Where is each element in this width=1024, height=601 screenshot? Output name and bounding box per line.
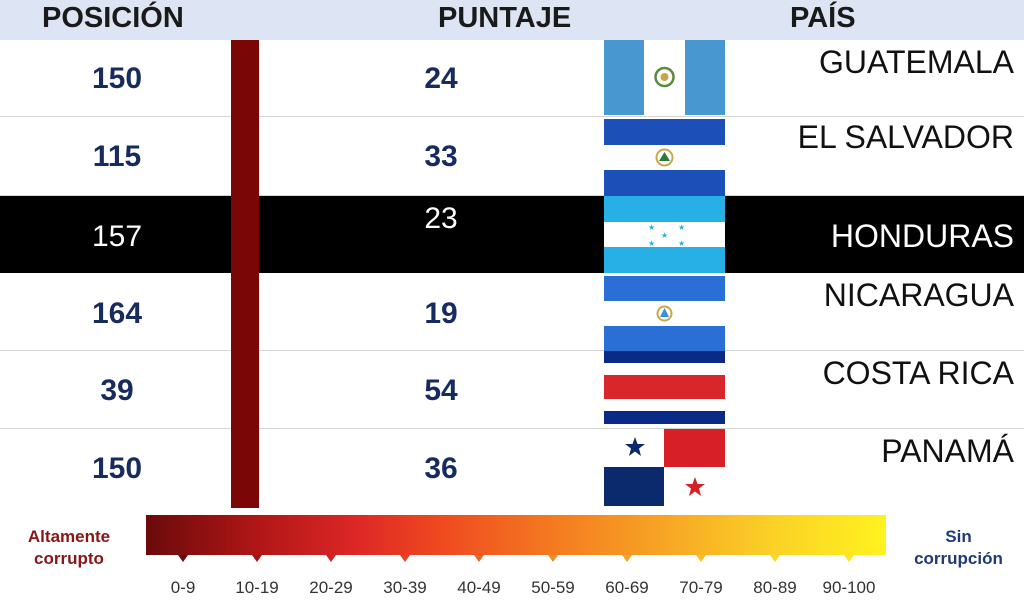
svg-text:★: ★ (678, 223, 685, 232)
svg-text:★: ★ (661, 231, 668, 240)
country-name: COSTA RICA (822, 355, 1014, 391)
legend-label-clean: Sin corrupción (893, 526, 1024, 570)
table-header: POSICIÓN PUNTAJE PAÍS (0, 0, 1024, 40)
guatemala-flag (604, 40, 725, 115)
legend-left-line-2: corrupto (34, 549, 104, 568)
position-value: 150 (91, 452, 143, 485)
position-value: 39 (100, 374, 134, 407)
score-value: 54 (424, 374, 458, 407)
table-row: 150 24 GUATEMALA (0, 40, 1024, 117)
header-position: POSICIÓN (42, 2, 184, 34)
scale-range-label: 20-29 (309, 578, 353, 597)
scale-range-label: 60-69 (605, 578, 649, 597)
legend-right-line-1: Sin (945, 527, 972, 546)
severity-bar (231, 40, 259, 508)
header-score: PUNTAJE (438, 2, 572, 34)
score-value: 19 (424, 297, 458, 330)
scale-tick-mark (400, 555, 410, 562)
country-name: HONDURAS (830, 218, 1014, 254)
table-row: 115 33 EL SALVADOR (0, 117, 1024, 196)
score-value: 36 (424, 452, 458, 485)
svg-text:★: ★ (648, 239, 655, 248)
scale-tick-mark (770, 555, 780, 562)
svg-text:★: ★ (648, 223, 655, 232)
legend-right-line-2: corrupción (914, 549, 1003, 568)
scale-range-label: 90-100 (822, 578, 876, 597)
position-value: 164 (91, 297, 143, 330)
nicaragua-flag (604, 276, 725, 352)
scale-range-label: 10-19 (235, 578, 279, 597)
table-row: 150 36 PANAMÁ (0, 429, 1024, 508)
scale-range-label: 70-79 (679, 578, 723, 597)
legend-left-line-1: Altamente (27, 527, 111, 546)
header-country: PAÍS (790, 2, 856, 34)
scale-tick-mark (548, 555, 558, 562)
scale-tick-mark (696, 555, 706, 562)
scale-tick-mark (622, 555, 632, 562)
el-salvador-flag (604, 119, 725, 196)
scale-tick-mark (326, 555, 336, 562)
score-value: 33 (424, 140, 458, 173)
scale-tick-mark (252, 555, 262, 562)
scale-range-label: 40-49 (457, 578, 501, 597)
scale-tick-mark (178, 555, 188, 562)
scale-tick-mark (474, 555, 484, 562)
legend-label-corrupt: Altamente corrupto (10, 526, 128, 570)
panama-flag (604, 429, 725, 506)
score-value: 23 (424, 202, 458, 235)
country-name: NICARAGUA (823, 277, 1014, 313)
scale-range-label: 50-59 (531, 578, 575, 597)
scale-range-label: 0-9 (170, 578, 196, 597)
scale-tick-mark (844, 555, 854, 562)
table-row: 164 19 NICARAGUA (0, 273, 1024, 352)
score-value: 24 (424, 62, 458, 95)
honduras-flag: ★ ★ ★ ★ ★ (604, 196, 725, 273)
position-value: 157 (91, 220, 143, 253)
country-name: EL SALVADOR (797, 119, 1014, 155)
scale-range-label: 30-39 (383, 578, 427, 597)
costa-rica-flag (604, 351, 725, 424)
svg-text:★: ★ (678, 239, 685, 248)
position-value: 115 (92, 140, 142, 173)
country-name: GUATEMALA (819, 44, 1014, 80)
table-row: 39 54 COSTA RICA (0, 351, 1024, 429)
position-value: 150 (91, 62, 143, 95)
scale-range-label: 80-89 (753, 578, 797, 597)
country-name: PANAMÁ (881, 433, 1014, 469)
table-row-highlighted: 157 23 HONDURAS ★ ★ ★ ★ ★ (0, 196, 1024, 273)
corruption-color-scale (146, 515, 886, 555)
